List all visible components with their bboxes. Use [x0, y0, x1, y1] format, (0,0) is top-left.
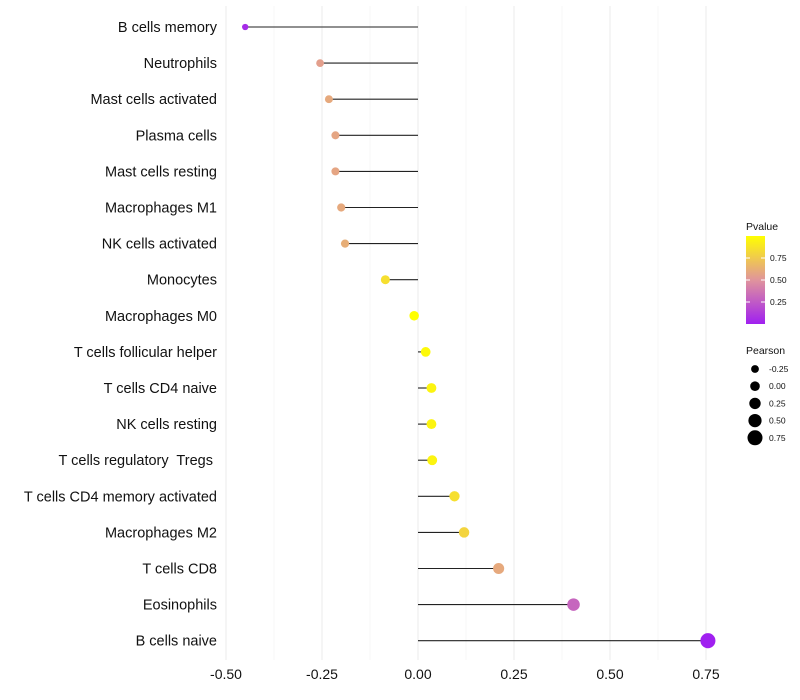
lollipop-point	[316, 59, 324, 67]
lollipop-point	[340, 239, 350, 248]
category-label: T cells CD4 memory activated	[24, 489, 217, 505]
category-label: Neutrophils	[144, 56, 217, 72]
lollipop-point	[242, 23, 249, 31]
lollipop-point	[567, 598, 580, 611]
lollipop-point	[380, 275, 390, 285]
size-legend-label: -0.25	[769, 364, 789, 374]
colorbar-tick-label: 0.75	[770, 253, 787, 263]
lollipop-point	[426, 383, 437, 393]
size-legend-key	[751, 365, 759, 373]
category-label: Macrophages M0	[105, 309, 217, 325]
size-legend-label: 0.25	[769, 398, 786, 408]
category-label: T cells CD8	[142, 562, 217, 578]
size-legend-label: 0.50	[769, 416, 786, 426]
lollipop-point	[324, 95, 333, 104]
x-tick-label: 0.00	[404, 666, 431, 682]
category-labels: B cells memory Neutrophils Mast cells acti…	[24, 20, 218, 650]
pvalue-colorbar	[746, 236, 765, 324]
lollipop-point	[420, 347, 431, 357]
lollipop-point	[331, 131, 340, 140]
size-legend-key	[747, 430, 763, 446]
colorbar-tick-label: 0.50	[770, 275, 787, 285]
lollipop-point	[337, 203, 346, 212]
x-tick-label: 0.25	[500, 666, 527, 682]
lollipop-stems	[245, 26, 708, 642]
grid-lines	[225, 6, 707, 660]
category-label: Eosinophils	[143, 598, 217, 614]
size-legend-key	[748, 414, 762, 428]
lollipop-point	[700, 633, 716, 649]
size-legend-label: 0.00	[769, 381, 786, 391]
category-label: Mast cells activated	[90, 92, 217, 108]
category-label: T cells CD4 naive	[104, 381, 217, 397]
category-label: Macrophages M1	[105, 201, 217, 217]
lollipop-point	[427, 455, 438, 466]
x-tick-label: 0.50	[596, 666, 623, 682]
pearson-legend: Pearson -0.25 0.00 0.25 0.50 0.75	[746, 345, 789, 446]
size-legend-label: 0.75	[769, 433, 786, 443]
size-legend-key	[750, 381, 760, 392]
colorbar-tick-label: 0.25	[770, 297, 787, 307]
x-tick-label: -0.25	[306, 666, 338, 682]
pearson-legend-title: Pearson	[746, 345, 785, 357]
pvalue-legend: Pvalue 0.25 0.50 0.75	[746, 221, 787, 324]
x-tick-label: 0.75	[692, 666, 719, 682]
pvalue-legend-title: Pvalue	[746, 221, 778, 233]
category-label: Monocytes	[147, 273, 217, 289]
lollipop-points	[242, 23, 716, 649]
x-axis-tick-labels: -0.50 -0.25 0.00 0.25 0.50 0.75	[210, 666, 720, 682]
x-tick-label: -0.50	[210, 666, 242, 682]
category-label: T cells follicular helper	[74, 345, 217, 361]
category-label: B cells memory	[118, 20, 218, 36]
category-label: Mast cells resting	[105, 164, 217, 180]
lollipop-point	[331, 167, 340, 176]
lollipop-point	[449, 491, 460, 502]
size-legend-key	[749, 397, 761, 410]
category-label: NK cells resting	[116, 417, 217, 433]
category-label: Plasma cells	[136, 128, 217, 144]
lollipop-point	[493, 562, 505, 575]
category-label: NK cells activated	[102, 237, 217, 253]
category-label: T cells regulatory Tregs	[59, 453, 218, 469]
category-label: B cells naive	[136, 634, 217, 650]
category-label: Macrophages M2	[105, 525, 217, 541]
lollipop-point	[458, 527, 470, 538]
lollipop-point	[409, 311, 419, 321]
lollipop-point	[426, 419, 437, 430]
